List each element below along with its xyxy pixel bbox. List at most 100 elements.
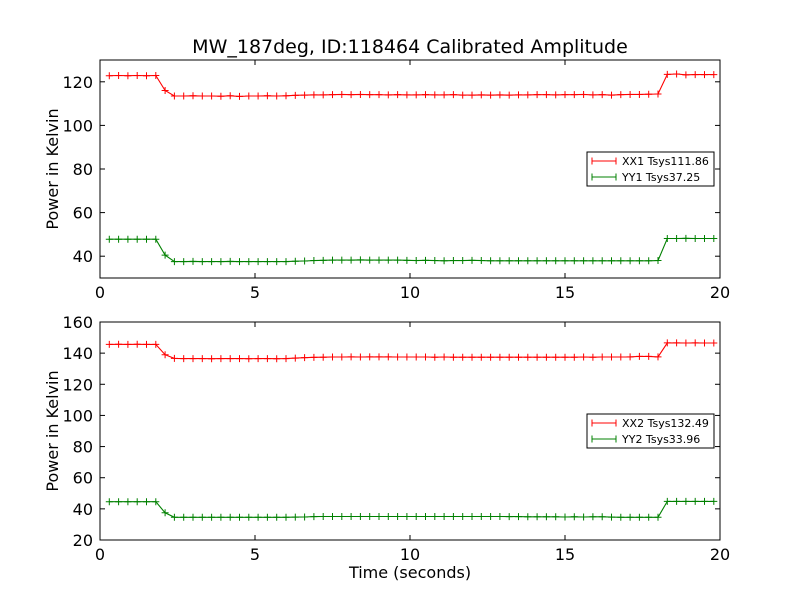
data-point (598, 513, 606, 521)
data-point (496, 91, 504, 99)
data-point (356, 512, 364, 520)
data-point (561, 91, 569, 99)
data-point (589, 257, 597, 265)
chart-title: MW_187deg, ID:118464 Calibrated Amplitud… (192, 36, 628, 58)
data-point (384, 91, 392, 99)
data-point (338, 512, 346, 520)
data-point (105, 498, 113, 506)
data-point (198, 258, 206, 266)
data-point (254, 258, 262, 266)
data-point (329, 353, 336, 361)
x-tick-label: 10 (400, 283, 420, 302)
data-point (608, 513, 615, 521)
legend-label: YY1 Tsys37.25 (621, 171, 700, 184)
y-tick-label: 140 (62, 344, 93, 363)
legend-label: XX1 Tsys111.86 (622, 155, 709, 168)
y-tick-label: 80 (73, 160, 93, 179)
data-point (617, 257, 625, 265)
data-point (449, 91, 457, 99)
data-point (515, 257, 522, 265)
data-point (459, 91, 467, 99)
data-point (533, 353, 541, 361)
data-point (617, 513, 625, 521)
data-point (375, 512, 383, 520)
data-point (645, 90, 653, 98)
y-tick-label: 120 (62, 375, 93, 394)
data-point (431, 512, 439, 520)
data-point (170, 513, 178, 521)
data-point (124, 72, 132, 80)
data-point (180, 355, 188, 363)
data-point (691, 339, 699, 347)
data-point (347, 91, 355, 99)
data-point (384, 512, 392, 520)
data-point (570, 91, 578, 99)
data-point (477, 91, 485, 99)
data-point (180, 92, 188, 100)
y-tick-label: 60 (73, 469, 93, 488)
data-point (468, 256, 476, 264)
data-point (440, 257, 448, 265)
data-point (375, 91, 383, 99)
data-point (403, 256, 411, 264)
data-point (459, 512, 467, 520)
data-point (412, 91, 420, 99)
data-point (449, 257, 457, 265)
data-point (356, 353, 364, 361)
data-point (673, 70, 681, 78)
data-point (356, 256, 364, 264)
data-point (291, 91, 299, 99)
legend-marker (591, 419, 617, 427)
data-point (589, 91, 597, 99)
data-point (310, 513, 318, 521)
x-tick-label: 10 (400, 545, 420, 564)
data-point (701, 497, 708, 505)
data-point (208, 355, 216, 363)
data-point (468, 91, 476, 99)
data-point (496, 257, 504, 265)
data-point (301, 513, 309, 521)
data-point (449, 512, 457, 520)
data-point (673, 235, 681, 243)
y-axis-label: Power in Kelvin (43, 370, 62, 491)
data-point (310, 91, 318, 99)
data-point (124, 340, 132, 348)
data-point (561, 257, 569, 265)
data-point (682, 339, 690, 347)
data-point (161, 509, 169, 517)
data-point (124, 498, 132, 506)
data-point (412, 257, 420, 265)
data-point (245, 258, 253, 266)
data-point (208, 92, 216, 100)
y-tick-label: 80 (73, 438, 93, 457)
data-point (598, 353, 606, 361)
data-point (115, 340, 123, 348)
data-point (152, 71, 160, 79)
data-point (384, 353, 392, 361)
data-point (366, 353, 374, 361)
data-point (338, 353, 346, 361)
data-point (570, 513, 578, 521)
data-point (143, 235, 150, 243)
data-point (691, 235, 699, 243)
data-point (319, 91, 327, 99)
data-point (208, 258, 216, 266)
data-point (617, 353, 625, 361)
data-point (701, 339, 708, 347)
data-point (217, 92, 225, 100)
data-point (403, 512, 411, 520)
data-point (515, 91, 522, 99)
data-point (654, 353, 662, 361)
data-point (338, 90, 346, 98)
data-point (161, 351, 169, 359)
data-point (691, 497, 699, 505)
data-point (496, 353, 504, 361)
y-tick-label: 160 (62, 313, 93, 332)
data-point (608, 257, 615, 265)
data-point (487, 91, 495, 99)
data-point (329, 512, 336, 520)
data-point (561, 513, 569, 521)
data-point (468, 353, 476, 361)
data-point (170, 92, 178, 100)
y-tick-label: 40 (73, 247, 93, 266)
